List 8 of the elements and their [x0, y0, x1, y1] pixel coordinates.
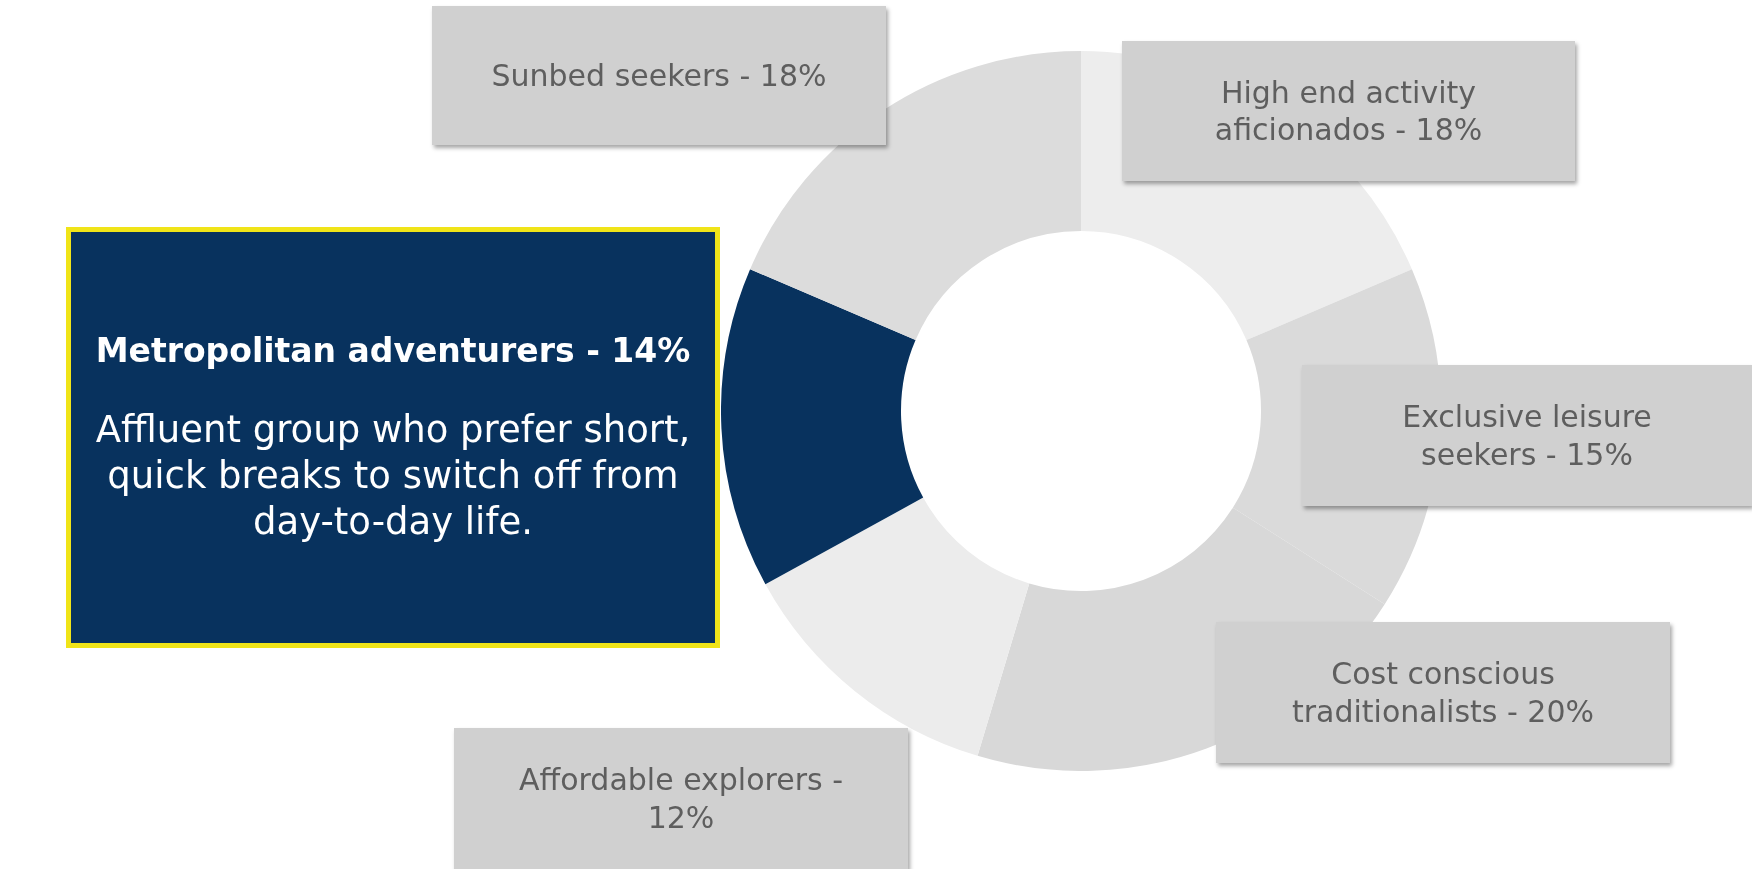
slice-label: Exclusive leisure seekers - 15%	[1401, 398, 1653, 473]
slice-label: Metropolitan adventurers - 14%	[95, 329, 691, 371]
slice-label: Affordable explorers -	[518, 762, 844, 797]
slice-label: Sunbed seekers - 18%	[491, 56, 827, 95]
data-label: 12%	[647, 799, 715, 835]
slice-label: High end activity aficionados - 18%	[1213, 73, 1484, 149]
text: Affluent group who prefer short, quick breaks to switch off from day-to-day life.	[94, 406, 692, 546]
slice-label: Cost conscious traditionalists - 20%	[1291, 655, 1595, 730]
